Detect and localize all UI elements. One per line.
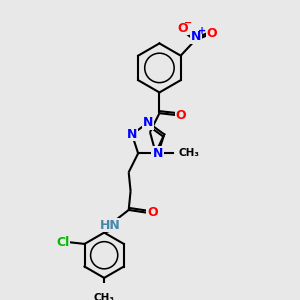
Text: N: N — [190, 30, 201, 43]
Text: HN: HN — [100, 219, 120, 232]
Text: O: O — [177, 22, 188, 35]
Text: O: O — [176, 109, 186, 122]
Text: Cl: Cl — [56, 236, 70, 248]
Text: CH₃: CH₃ — [179, 148, 200, 158]
Text: O: O — [147, 206, 158, 219]
Text: S: S — [151, 146, 160, 159]
Text: N: N — [127, 128, 137, 141]
Text: N: N — [143, 116, 153, 129]
Text: +: + — [198, 26, 206, 36]
Text: −: − — [184, 18, 192, 28]
Text: N: N — [153, 147, 163, 160]
Text: O: O — [206, 28, 217, 40]
Text: CH₃: CH₃ — [94, 293, 115, 300]
